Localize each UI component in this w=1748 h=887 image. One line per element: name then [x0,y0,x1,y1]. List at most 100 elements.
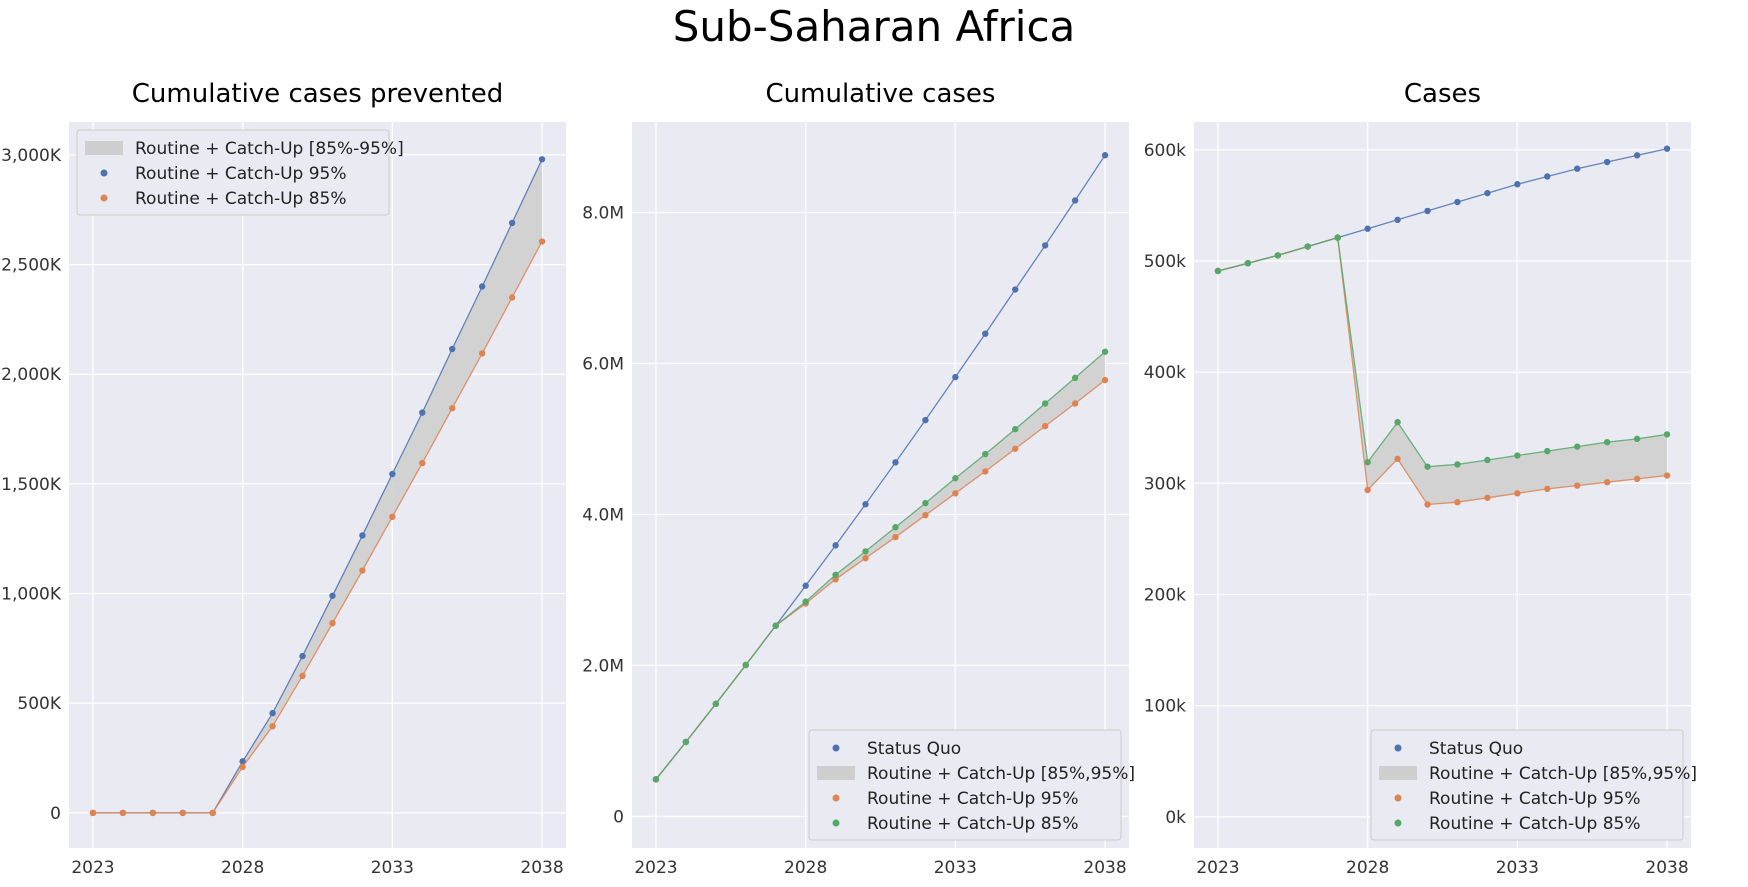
data-point [239,763,246,771]
data-point [449,405,456,412]
series-line [655,351,1106,780]
legend-marker [832,794,840,802]
legend-marker [1394,744,1402,752]
data-point [1101,348,1109,355]
legend-marker [100,169,108,177]
data-point [389,513,396,521]
data-point [832,576,839,583]
x-tick-label: 2028 [1346,858,1389,878]
legend-label: Status Quo [867,739,961,759]
data-point [832,542,839,549]
data-point [1603,438,1611,446]
legend: Routine + Catch-Up [85%-95%] Routine + Ca… [76,129,404,216]
legend-band-swatch [1379,766,1417,780]
data-point [1663,145,1671,152]
x-tick-label: 2023 [634,858,677,878]
data-point [1484,189,1491,197]
panel-3: 0k 100k 200k 300k 400k 500k 600k 2023 2028 2033 20… [1144,79,1697,878]
legend-marker [832,744,840,752]
data-point [1454,198,1461,206]
y-tick-label: 100k [1144,697,1186,717]
y-tick-label: 400k [1144,363,1186,383]
x-tick-label: 2028 [784,858,827,878]
panel-2: 0 2.0M 4.0M 6.0M 8.0M 2023 2028 2033 2038 Cumulat… [582,79,1135,878]
data-point [892,524,899,531]
legend-box [808,729,1122,841]
data-point [1364,225,1371,232]
uncertainty-band [1218,237,1667,505]
legend-label: Routine + Catch-Up [85%-95%] [135,139,404,159]
x-tick-label: 2033 [1496,858,1539,878]
data-point [1012,445,1019,452]
data-point [1071,374,1079,382]
data-point [1424,207,1431,215]
data-point [478,283,486,290]
data-point [1514,490,1521,497]
data-point [1244,259,1252,267]
data-point [419,459,426,467]
data-point [742,661,749,669]
data-point [1214,267,1222,275]
x-tick-label: 2023 [71,858,114,878]
data-point [1454,499,1461,506]
data-point [478,350,486,357]
x-tick-label: 2038 [1645,858,1688,878]
data-point [1484,456,1491,464]
y-tick-label: 2,500K [1,256,62,276]
x-tick-label: 2038 [520,858,563,878]
figure-title: Sub-Saharan Africa [672,2,1076,51]
data-point [239,758,246,765]
legend: Status Quo Routine + Catch-Up [85%,95%] Ro… [808,729,1135,841]
data-point [508,219,516,227]
y-tick-label: 300k [1144,474,1186,494]
data-point [538,156,546,163]
y-tick-label: 2.0M [582,656,624,676]
data-point [119,809,127,817]
legend-label: Routine + Catch-Up 85% [135,189,347,209]
data-point [862,555,869,562]
data-point [1101,376,1109,384]
data-point [922,511,929,519]
data-point [892,533,899,541]
y-tick-label: 2,000K [1,365,62,385]
data-point [359,567,366,574]
legend-box [1370,729,1684,841]
data-point [1484,494,1491,501]
y-tick-label: 1,000K [1,585,62,605]
data-point [1071,400,1079,407]
data-point [952,373,959,381]
y-tick-label: 6.0M [582,354,624,374]
y-tick-label: 3,000K [1,146,62,166]
data-point [1424,463,1431,470]
data-point [299,672,306,680]
series-line [93,241,543,814]
data-point [1514,452,1521,459]
data-point [1574,165,1581,172]
legend-label: Routine + Catch-Up [85%,95%] [867,764,1135,784]
data-point [862,548,869,555]
data-point [1041,422,1049,430]
data-point [179,809,186,817]
data-point [1304,243,1311,250]
data-point [892,459,899,466]
panel-title: Cases [1404,79,1481,109]
data-point [922,499,929,507]
data-point [1633,152,1641,159]
data-point [982,330,989,337]
x-tick-label: 2028 [221,858,264,878]
y-tick-label: 8.0M [582,204,624,224]
data-point [1574,443,1581,450]
data-point [269,709,276,717]
data-point [1274,252,1282,259]
data-point [682,738,690,746]
y-tick-label: 200k [1144,586,1186,606]
legend-label: Routine + Catch-Up [85%,95%] [1429,764,1697,784]
legend-label: Routine + Catch-Up 85% [867,814,1079,834]
data-point [1041,400,1049,407]
legend: Status Quo Routine + Catch-Up [85%,95%] Ro… [1370,729,1697,841]
data-point [508,294,516,301]
data-point [982,450,989,458]
uncertainty-band [656,351,1105,780]
data-point [712,700,720,708]
